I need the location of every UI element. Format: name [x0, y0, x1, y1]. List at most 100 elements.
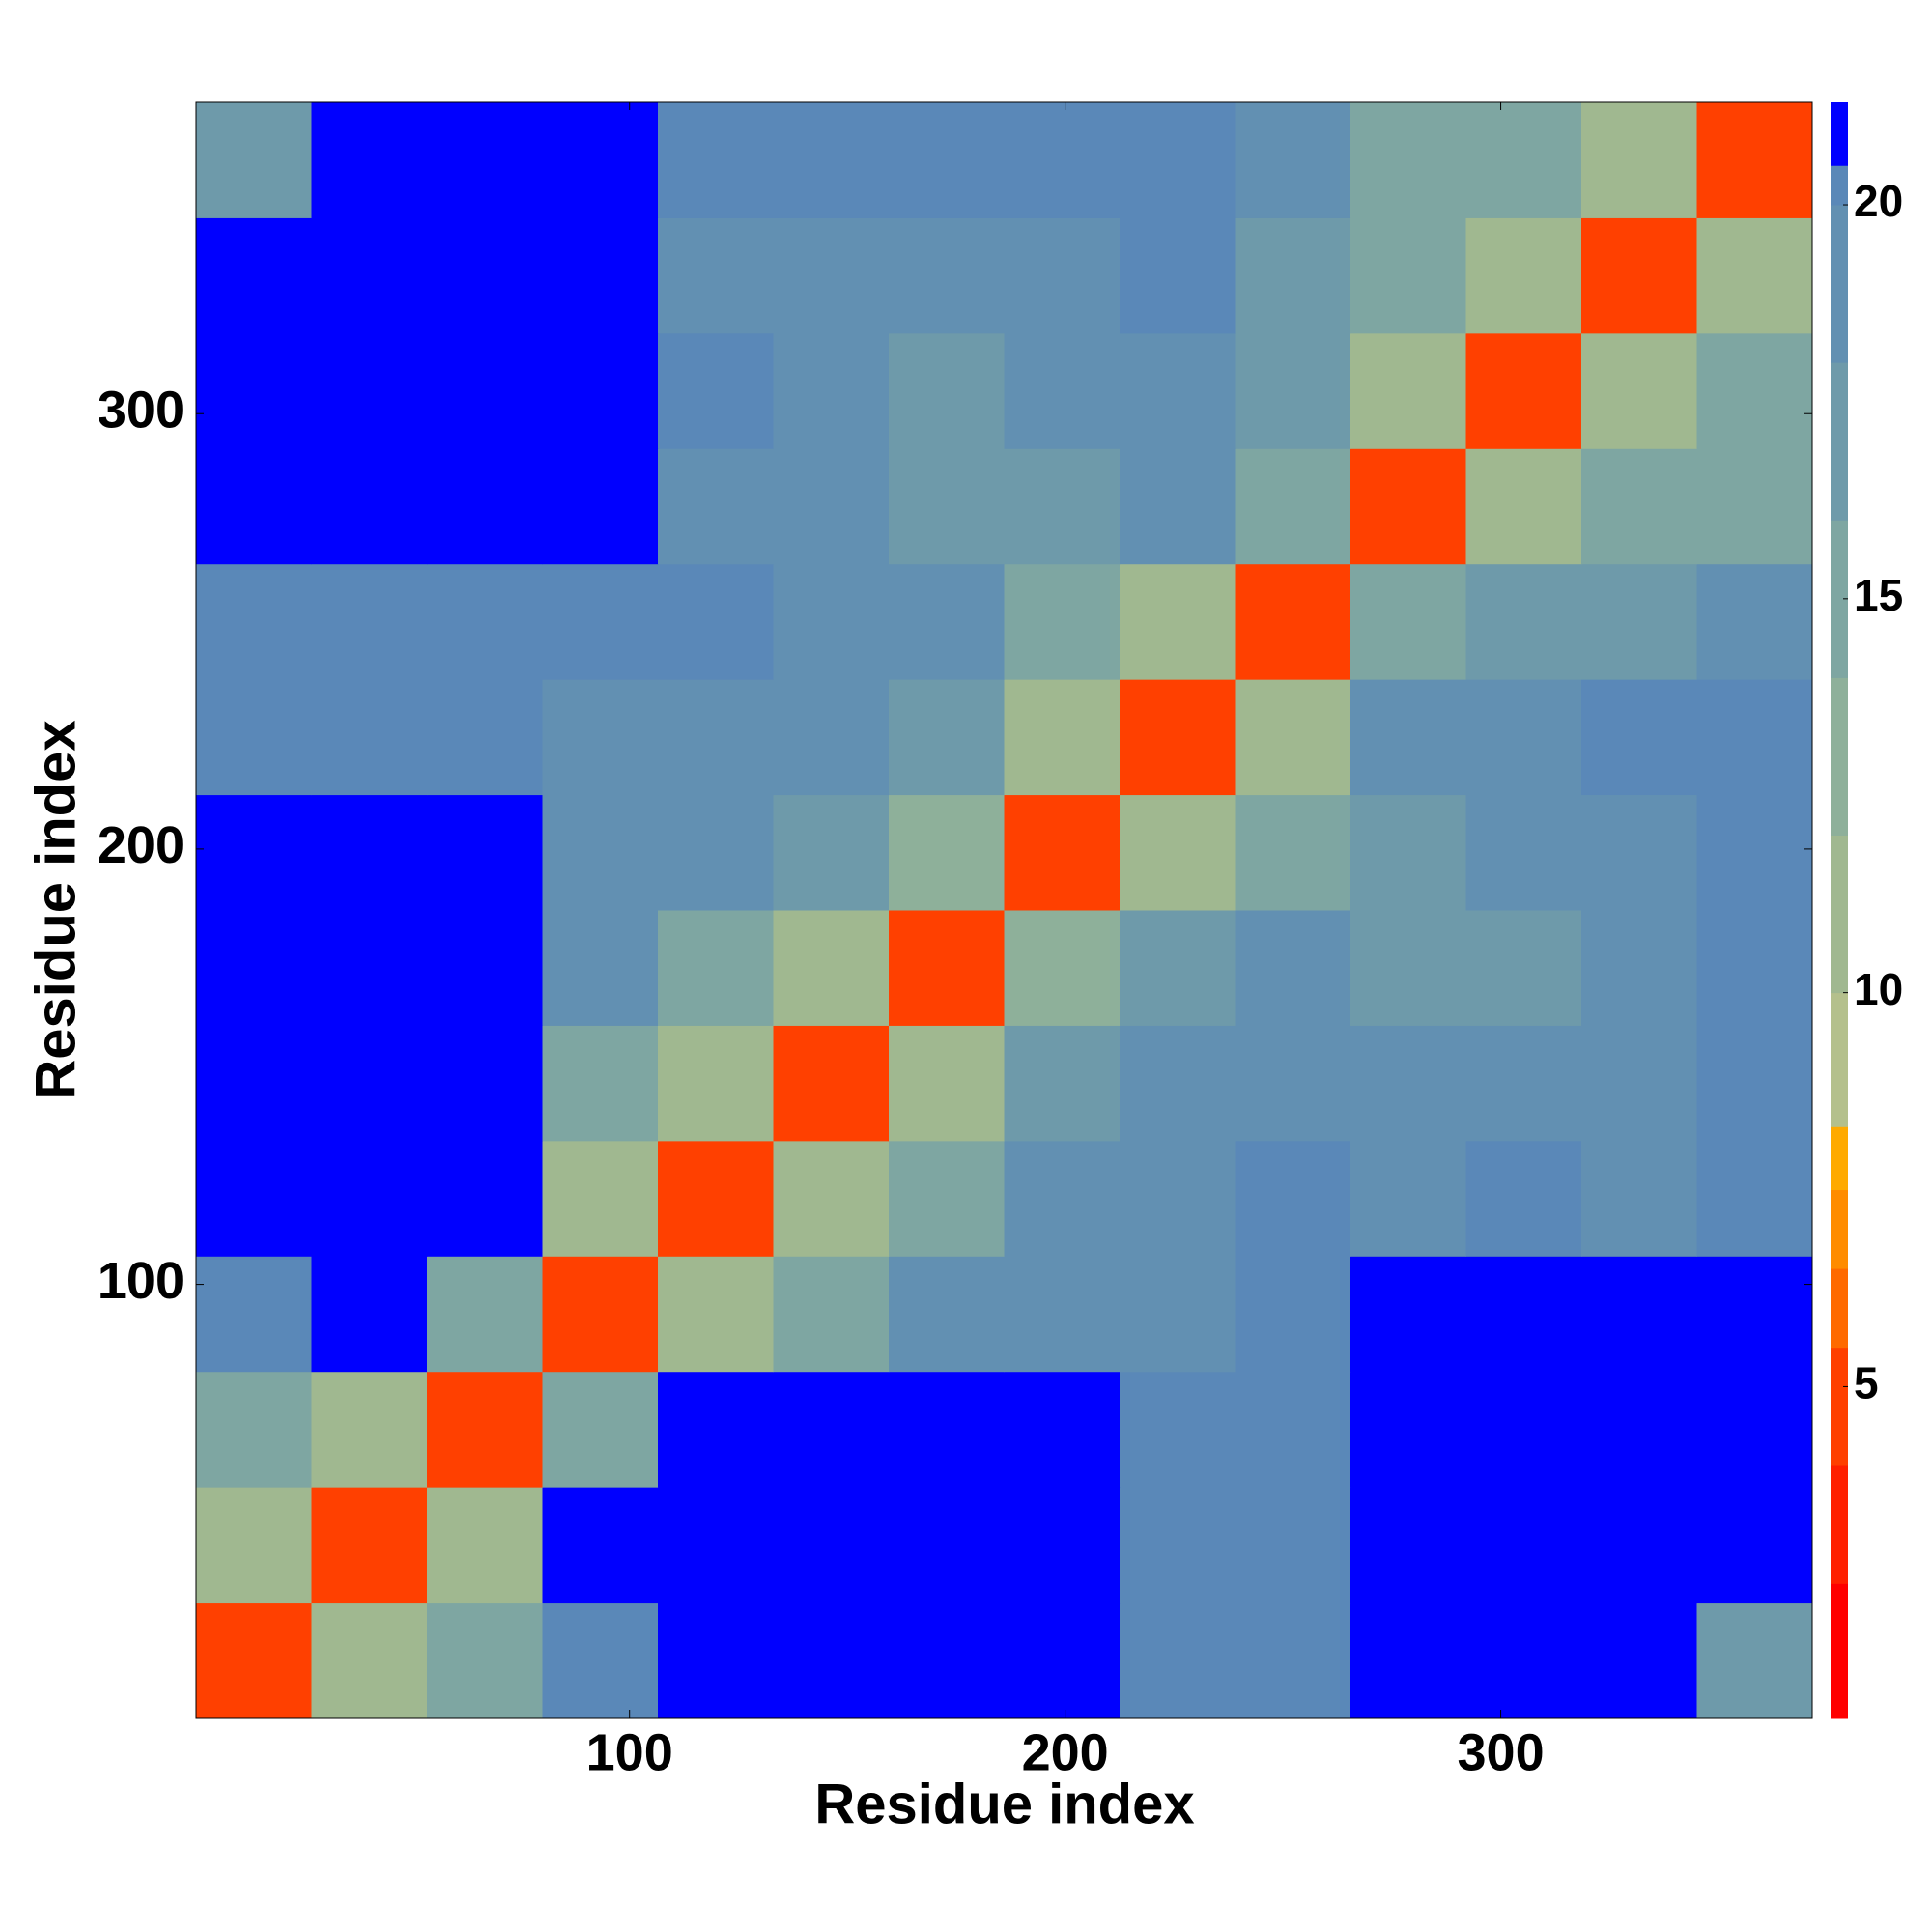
heatmap-cell — [1696, 679, 1813, 796]
heatmap-cell — [1004, 1025, 1121, 1142]
heatmap-cell — [1581, 1140, 1697, 1257]
colorbar-band — [1831, 165, 1848, 206]
colorbar-tick-label: 20 — [1854, 176, 1903, 226]
heatmap-cell — [1465, 102, 1582, 218]
heatmap-cell — [1004, 448, 1121, 565]
heatmap-cell — [658, 1140, 774, 1257]
heatmap-cell — [311, 910, 428, 1026]
heatmap-cell — [889, 1371, 1005, 1488]
heatmap-cell — [658, 102, 774, 218]
heatmap-cell — [889, 1487, 1005, 1604]
heatmap-cell — [1350, 1371, 1466, 1488]
heatmap-cell — [427, 1487, 543, 1604]
heatmap-cell — [542, 1140, 659, 1257]
heatmap-cell — [1581, 1025, 1697, 1142]
heatmap-cell — [1004, 1140, 1121, 1257]
heatmap-cell — [427, 794, 543, 911]
heatmap-cell — [1465, 332, 1582, 449]
heatmap-cell — [1120, 217, 1236, 334]
heatmap-cell — [658, 563, 774, 680]
heatmap-cell — [1696, 448, 1813, 565]
heatmap-cell — [311, 1140, 428, 1257]
heatmap-cell — [1696, 332, 1813, 449]
heatmap-cell — [1120, 332, 1236, 449]
heatmap-cell — [1120, 910, 1236, 1026]
heatmap-cell — [1235, 794, 1351, 911]
heatmap-cell — [311, 217, 428, 334]
plot-frame — [195, 101, 1813, 1719]
heatmap-cell — [889, 1256, 1005, 1373]
heatmap-cell — [311, 448, 428, 565]
heatmap-cell — [427, 910, 543, 1026]
heatmap-cell — [773, 1371, 890, 1488]
heatmap-cell — [889, 1025, 1005, 1142]
heatmap-cell — [427, 448, 543, 565]
heatmap-cell — [311, 332, 428, 449]
heatmap-cell — [1235, 102, 1351, 218]
heatmap-cell — [311, 1602, 428, 1719]
heatmap-cell — [773, 1256, 890, 1373]
heatmap-cell — [1581, 1487, 1697, 1604]
heatmap-cell — [1350, 1602, 1466, 1719]
heatmap-cell — [658, 448, 774, 565]
heatmap-cell — [889, 1140, 1005, 1257]
heatmap-cell — [1350, 448, 1466, 565]
heatmap-cell — [1696, 217, 1813, 334]
heatmap-cell — [773, 332, 890, 449]
heatmap-cell — [773, 563, 890, 680]
heatmap-cell — [1004, 794, 1121, 911]
heatmap-cell — [196, 679, 312, 796]
heatmap-cell — [1120, 1487, 1236, 1604]
heatmap-cell — [1350, 910, 1466, 1026]
heatmap-cell — [889, 679, 1005, 796]
heatmap-cell — [773, 910, 890, 1026]
heatmap-cell — [196, 448, 312, 565]
heatmap-cell — [1235, 217, 1351, 334]
heatmap-cell — [311, 1487, 428, 1604]
heatmap-cell — [1350, 1025, 1466, 1142]
heatmap-cell — [1004, 102, 1121, 218]
heatmap-cell — [1581, 1256, 1697, 1373]
heatmap-cell — [1696, 1371, 1813, 1488]
heatmap-cell — [1465, 1025, 1582, 1142]
heatmap-cell — [889, 332, 1005, 449]
x-axis-label: Residue index — [814, 1773, 1194, 1835]
heatmap-cell — [427, 1602, 543, 1719]
x-tick-label: 100 — [586, 1723, 673, 1781]
colorbar-band — [1831, 1347, 1848, 1466]
heatmap-cell — [1235, 679, 1351, 796]
heatmap-cell — [1350, 1256, 1466, 1373]
heatmap-cell — [889, 1602, 1005, 1719]
heatmap-cell — [196, 217, 312, 334]
heatmap-cell — [542, 563, 659, 680]
heatmap-cell — [542, 102, 659, 218]
heatmap-cell — [311, 1256, 428, 1373]
heatmap-cell — [196, 794, 312, 911]
heatmap-cell — [1350, 679, 1466, 796]
heatmap-cell — [1465, 794, 1582, 911]
heatmap-cell — [427, 332, 543, 449]
heatmap-cell — [1350, 1487, 1466, 1604]
heatmap-cell — [1120, 1025, 1236, 1142]
heatmap-cell — [542, 910, 659, 1026]
heatmap-cell — [1235, 1487, 1351, 1604]
heatmap-cell — [889, 794, 1005, 911]
heatmap-cell — [1004, 1256, 1121, 1373]
heatmap-cell — [196, 1256, 312, 1373]
heatmap-cell — [1004, 563, 1121, 680]
heatmap-cell — [1235, 1025, 1351, 1142]
heatmap-cell — [1581, 563, 1697, 680]
heatmap-cell — [311, 563, 428, 680]
heatmap-cell — [658, 794, 774, 911]
heatmap-cell — [542, 332, 659, 449]
heatmap-cell — [1465, 679, 1582, 796]
heatmap-cell — [311, 679, 428, 796]
heatmap-cell — [1465, 448, 1582, 565]
heatmap-cell — [658, 1256, 774, 1373]
heatmap-cell — [196, 332, 312, 449]
heatmap-cell — [658, 1025, 774, 1142]
heatmap-cell — [773, 1140, 890, 1257]
heatmap-cell — [1581, 217, 1697, 334]
heatmap-cell — [542, 1371, 659, 1488]
